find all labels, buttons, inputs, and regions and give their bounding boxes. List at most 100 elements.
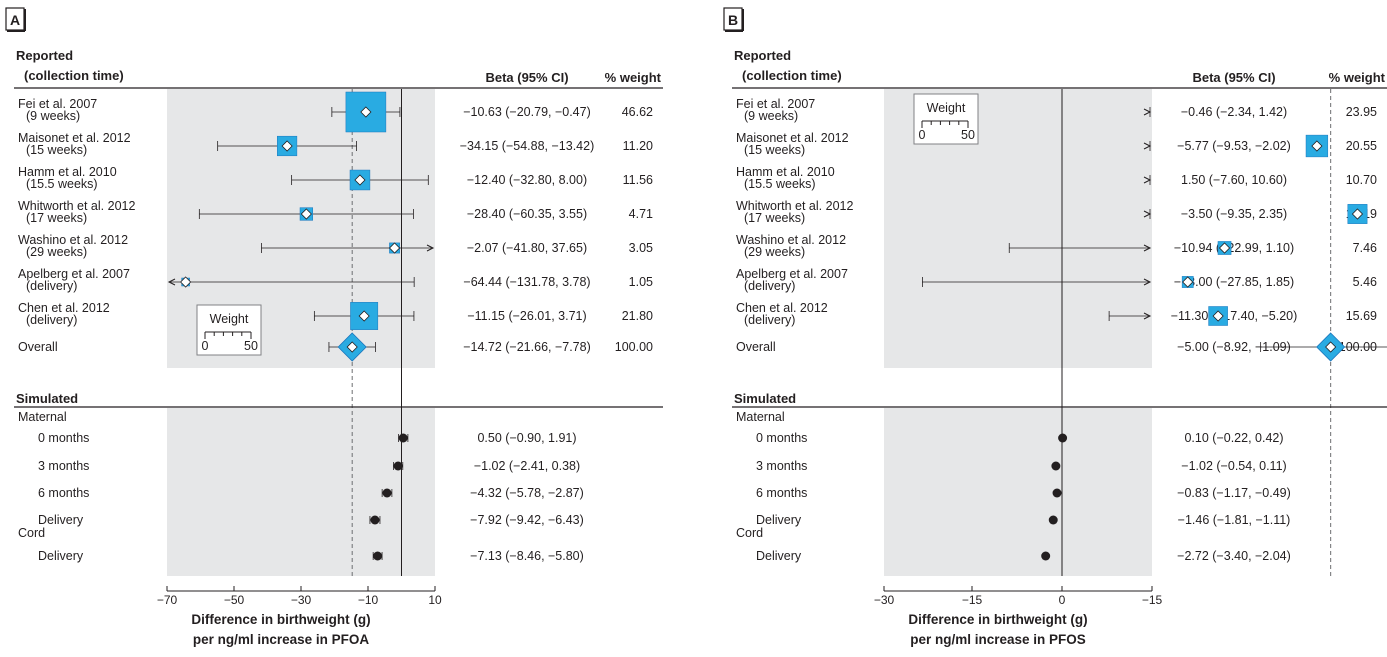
header-weight: % weight <box>605 70 662 85</box>
simulated-time-label: 6 months <box>756 486 807 500</box>
plot-background-simulated <box>167 408 435 576</box>
simulated-point <box>370 515 380 525</box>
collection-time: (delivery) <box>744 279 795 293</box>
simulated-time-label: 6 months <box>38 486 89 500</box>
study-row: Washino et al. 2012(29 weeks) −2.07 (−41.… <box>18 233 653 259</box>
collection-time: (delivery) <box>26 313 77 327</box>
collection-time: (15.5 weeks) <box>744 177 816 191</box>
point-estimate <box>281 140 293 152</box>
study-row: Whitworth et al. 2012(17 weeks) −28.40 (−… <box>18 199 653 225</box>
plot-background-simulated <box>884 408 1152 576</box>
point-estimate <box>1182 276 1194 288</box>
study-name: Apelberg et al. 2007 <box>736 267 848 281</box>
overall-ci-value: −5.00 (−8.92, −1.09) <box>1177 340 1291 354</box>
simulated-point <box>1048 515 1058 525</box>
weight-value: 11.20 <box>623 139 653 153</box>
study-name: Maisonet et al. 2012 <box>18 131 131 145</box>
ci-arrow <box>1143 210 1152 218</box>
simulated-time-label: 3 months <box>38 459 89 473</box>
simulated-time-label: Delivery <box>38 549 84 563</box>
x-axis-label-line2: per ng/ml increase in PFOS <box>910 632 1086 647</box>
ci-arrow <box>1143 176 1152 184</box>
weight-value: 21.80 <box>622 309 653 323</box>
collection-time: (delivery) <box>26 279 77 293</box>
ci-value: −64.44 (−131.78, 3.78) <box>463 275 590 289</box>
collection-time: (15 weeks) <box>26 143 87 157</box>
collection-time: (15.5 weeks) <box>26 177 98 191</box>
x-tick-label: −30 <box>874 593 895 607</box>
ci-arrow <box>1143 312 1152 320</box>
study-name: Washino et al. 2012 <box>18 233 128 247</box>
x-tick-label: −30 <box>291 593 312 607</box>
study-name: Hamm et al. 2010 <box>736 165 835 179</box>
simulated-point <box>393 461 403 471</box>
weight-value: 1.05 <box>629 275 653 289</box>
study-name: Fei et al. 2007 <box>18 97 97 111</box>
study-row: Maisonet et al. 2012(15 weeks) −34.15 (−5… <box>18 131 653 157</box>
simulated-ci-value: −1.46 (−1.81, −1.11) <box>1178 513 1291 527</box>
collection-time: (9 weeks) <box>744 109 798 123</box>
ci-arrow <box>1143 278 1152 286</box>
ci-arrow <box>1143 142 1152 150</box>
simulated-point <box>373 551 383 561</box>
weight-value: 5.46 <box>1353 275 1377 289</box>
x-tick-label: −70 <box>157 593 178 607</box>
weight-value: 10.70 <box>1346 173 1377 187</box>
ci-value: −11.15 (−26.01, 3.71) <box>467 309 586 323</box>
simulated-row: 6 months −4.32 (−5.78, −2.87) <box>38 486 584 500</box>
ci-arrow <box>1143 108 1152 116</box>
simulated-ci-value: −0.83 (−1.17, −0.49) <box>1177 486 1291 500</box>
weight-value: 23.95 <box>1346 105 1377 119</box>
simulated-point <box>1052 488 1062 498</box>
simulated-time-label: 0 months <box>38 431 89 445</box>
ci-value: −28.40 (−60.35, 3.55) <box>467 207 587 221</box>
study-row: Apelberg et al. 2007(delivery) −13.00 (−2… <box>736 267 1377 293</box>
weight-value: 11.56 <box>623 173 653 187</box>
overall-row: Overall −5.00 (−8.92, −1.09) 100.00 <box>736 332 1387 362</box>
point-estimate <box>388 242 401 254</box>
simulated-row: 3 months −1.02 (−2.41, 0.38) <box>38 459 580 473</box>
ci-arrow <box>167 278 176 286</box>
x-tick-label: −10 <box>358 593 379 607</box>
study-row: Hamm et al. 2010(15.5 weeks) −12.40 (−32.… <box>18 165 653 191</box>
study-name: Chen et al. 2012 <box>736 301 828 315</box>
point-estimate <box>354 174 366 186</box>
header-beta: Beta (95% CI) <box>1192 70 1275 85</box>
legend-max: 50 <box>244 339 258 353</box>
simulated-time-label: Delivery <box>756 513 802 527</box>
point-estimate <box>1311 140 1323 152</box>
weight-value: 3.05 <box>629 241 653 255</box>
ci-value: −11.30 (−17.40, −5.20) <box>1171 309 1298 323</box>
x-tick-label: −50 <box>224 593 245 607</box>
header-reported: Reported <box>16 48 73 63</box>
ci-value: −3.50 (−9.35, 2.35) <box>1181 207 1287 221</box>
simulated-group-label: Cord <box>18 526 45 540</box>
ci-value: 1.50 (−7.60, 10.60) <box>1181 173 1287 187</box>
x-axis-label-line1: Difference in birthweight (g) <box>191 612 370 627</box>
simulated-time-label: Delivery <box>38 513 84 527</box>
study-row: Chen et al. 2012(delivery) −11.15 (−26.01… <box>18 301 653 330</box>
collection-time: (29 weeks) <box>744 245 805 259</box>
simulated-point <box>1041 551 1051 561</box>
ci-value: −12.40 (−32.80, 8.00) <box>467 173 587 187</box>
weight-value: 46.62 <box>622 105 653 119</box>
study-row: Fei et al. 2007(9 weeks) −0.46 (−2.34, 1.… <box>736 97 1377 123</box>
study-row: Maisonet et al. 2012(15 weeks) −5.77 (−9.… <box>736 131 1377 158</box>
collection-time: (15 weeks) <box>744 143 805 157</box>
collection-time: (17 weeks) <box>26 211 87 225</box>
simulated-row: 6 months −0.83 (−1.17, −0.49) <box>756 486 1291 500</box>
point-estimate <box>1218 242 1231 254</box>
legend-title: Weight <box>927 101 966 115</box>
simulated-point <box>1058 433 1068 443</box>
panel-label: B <box>728 12 738 28</box>
ci-value: −0.46 (−2.34, 1.42) <box>1181 105 1287 119</box>
simulated-point <box>1051 461 1061 471</box>
ci-arrow <box>1143 244 1152 252</box>
overall-point <box>346 341 358 353</box>
legend-min: 0 <box>202 339 209 353</box>
weight-value: 4.71 <box>629 207 653 221</box>
simulated-ci-value: −4.32 (−5.78, −2.87) <box>470 486 584 500</box>
